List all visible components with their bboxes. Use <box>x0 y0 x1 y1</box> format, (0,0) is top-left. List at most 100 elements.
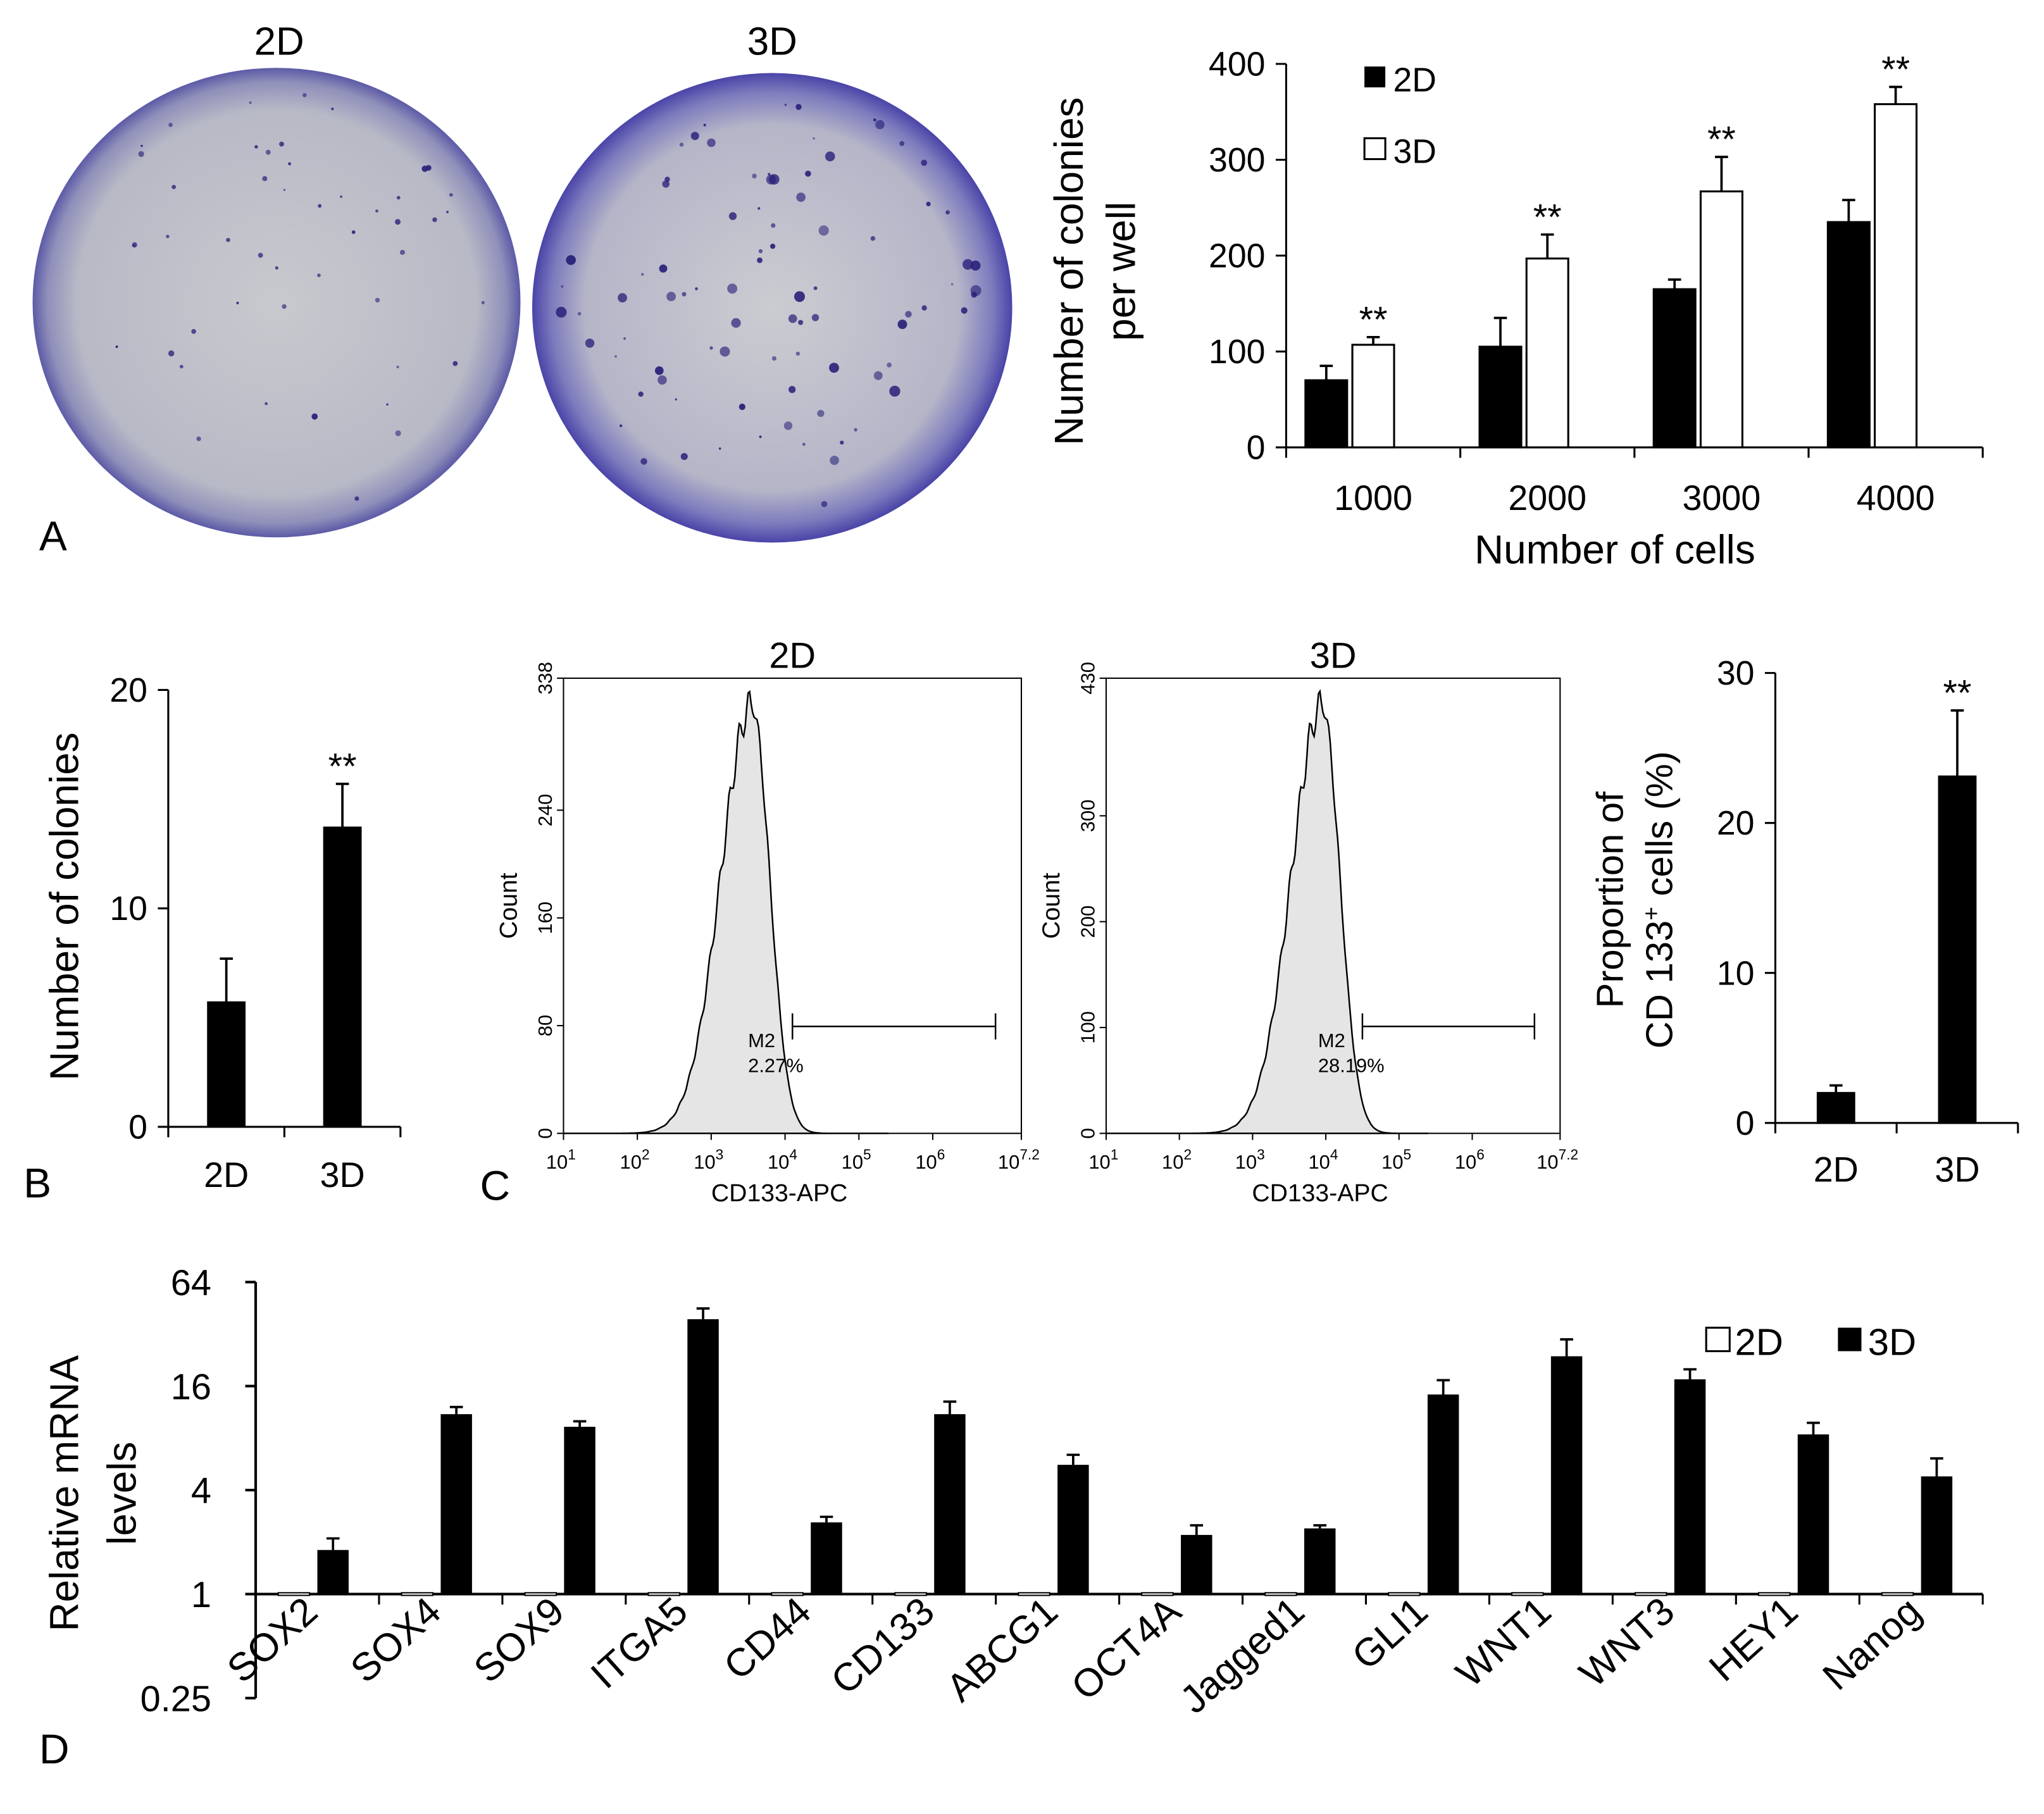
colony-dot <box>638 391 644 397</box>
colony-dot <box>758 249 763 254</box>
panel-a-xtick-label: 1000 <box>1334 478 1412 518</box>
colony-dot <box>950 283 954 285</box>
panel-a-bar <box>1652 288 1697 449</box>
colony-dot <box>662 180 670 188</box>
colony-dot <box>191 328 196 334</box>
colony-dot <box>921 305 927 311</box>
flow-title: 2D <box>769 635 816 676</box>
panel-d-bar-3d <box>1057 1465 1089 1594</box>
colony-dot <box>926 201 931 207</box>
colony-dot <box>481 301 485 304</box>
colony-dot <box>396 365 399 369</box>
flow-xtick-exponent: 4 <box>1330 1146 1338 1162</box>
flow-xlabel: CD133-APC <box>711 1179 847 1207</box>
panel-a-bar <box>1826 221 1871 449</box>
colony-dot <box>395 219 401 225</box>
colony-dot <box>795 351 801 356</box>
panel-b-bars: ** <box>207 747 362 1128</box>
dish-2d-label: 2D <box>254 20 304 64</box>
panel-b-letter: B <box>23 1159 51 1206</box>
panel-a-bar <box>1351 344 1395 449</box>
colony-dot <box>840 440 844 445</box>
panel-d-bar-3d <box>564 1426 595 1594</box>
panel-d-gene-label: HEY1 <box>1701 1589 1806 1690</box>
colony-dot <box>132 242 137 248</box>
flow-xtick-label: 104 <box>1308 1146 1338 1172</box>
panel-c-xtick-label: 2D <box>1814 1150 1859 1190</box>
flow-xtick-label: 102 <box>620 1146 650 1172</box>
panel-d-bar-2d <box>1757 1592 1791 1596</box>
panel-a-bars: ** ** ** ** <box>1304 49 1918 449</box>
colony-dot <box>265 149 271 155</box>
colony-dot <box>311 413 318 420</box>
panel-d-ytick-label: 16 <box>171 1367 211 1407</box>
colony-dot <box>556 306 567 318</box>
panel-b-ylabel: Number of colonies <box>42 732 87 1080</box>
flow-ytick-label: 0 <box>1076 1128 1099 1139</box>
colony-dot <box>759 435 762 438</box>
panel-c-ylabel-line2: CD 133+ cells (%) <box>1638 751 1681 1048</box>
legend-3d-swatch <box>1363 137 1387 161</box>
colony-dot <box>375 209 378 213</box>
panel-a-ylabel-line2: per well <box>1098 202 1144 341</box>
panel-d-bar-2d <box>524 1592 558 1596</box>
colony-dot <box>802 442 806 446</box>
colony-dot <box>421 165 428 172</box>
colony-dot <box>720 346 730 357</box>
colony-dot <box>196 436 201 442</box>
flow-xtick-label: 106 <box>915 1146 945 1172</box>
colony-dot <box>875 120 885 130</box>
legend-d-3d-label: 3D <box>1868 1321 1916 1364</box>
flow-xtick-exponent: 2 <box>1183 1146 1192 1162</box>
colony-dot <box>798 320 804 325</box>
panel-c-ylabel-plus: + <box>1638 907 1664 921</box>
panel-d-ytick-label: 4 <box>191 1471 211 1512</box>
panel-d-bar-2d <box>401 1592 434 1596</box>
colony-dot <box>811 314 819 321</box>
colony-dot <box>870 236 876 241</box>
flow-xtick-exponent: 6 <box>937 1146 945 1162</box>
colony-dot <box>618 293 627 303</box>
flow-xtick-base: 10 <box>1162 1151 1183 1173</box>
colony-dot <box>796 192 806 202</box>
panel-c-chart: 0 10 20 30 2D 3D ** Proportion of CD 133+ cel… <box>1588 654 2019 1190</box>
flow-xlabel: CD133-APC <box>1252 1179 1388 1207</box>
colony-dot <box>766 175 776 185</box>
panel-d-bar-2d <box>1511 1592 1544 1596</box>
flow-ylabel: Count <box>1038 873 1065 939</box>
flow-xtick-exponent: 5 <box>1404 1146 1412 1162</box>
panel-d-gene-label: SOX4 <box>342 1589 449 1692</box>
dish-3d-label: 3D <box>747 20 797 64</box>
colony-dot <box>945 210 950 214</box>
panel-d-bar-3d <box>811 1522 842 1594</box>
flow-xtick-label: 103 <box>694 1146 723 1172</box>
colony-dot <box>452 361 458 366</box>
colony-dot <box>351 230 356 234</box>
colony-dot <box>873 371 883 380</box>
colony-dot <box>339 195 343 199</box>
panel-a-ytick-label: 0 <box>1247 429 1266 467</box>
panel-d-gene-label: Jagged1 <box>1172 1589 1312 1722</box>
flow-xtick-exponent: 7.2 <box>1559 1146 1579 1162</box>
colony-dot <box>752 173 757 178</box>
colony-dot <box>770 244 776 249</box>
flow-ytick-label: 100 <box>1076 1011 1099 1044</box>
flow-xtick-base: 10 <box>1536 1151 1558 1173</box>
colony-dot <box>727 283 738 294</box>
flow-xtick-label: 101 <box>546 1146 576 1172</box>
panel-d-ylabel-line1: Relative mRNA <box>42 1355 87 1631</box>
flow-xtick-label: 106 <box>1455 1146 1485 1172</box>
flow-xtick-base: 10 <box>998 1151 1019 1173</box>
flow-xtick-label: 107.2 <box>1536 1146 1578 1172</box>
colony-dot <box>265 402 268 406</box>
panel-a-xlabel: Number of cells <box>1474 526 1755 572</box>
panel-b-ytick-label: 10 <box>109 890 147 928</box>
panel-d-bar-3d <box>440 1414 472 1594</box>
panel-b-bar <box>207 1001 246 1128</box>
flow-ytick-label: 430 <box>1076 662 1099 695</box>
colony-dot <box>738 403 745 411</box>
flow-xtick-exponent: 1 <box>568 1146 576 1162</box>
panel-b-ytick-label: 20 <box>109 671 147 709</box>
panel-a-bar <box>1304 379 1349 449</box>
